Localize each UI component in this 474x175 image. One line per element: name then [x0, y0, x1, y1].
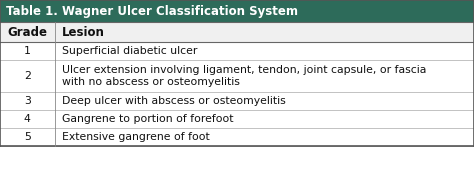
- Text: Ulcer extension involving ligament, tendon, joint capsule, or fascia
with no abs: Ulcer extension involving ligament, tend…: [62, 65, 426, 87]
- Bar: [0, 110, 474, 128]
- Bar: [0, 22, 474, 42]
- Text: Extensive gangrene of foot: Extensive gangrene of foot: [62, 132, 210, 142]
- Bar: [0, 128, 474, 146]
- Text: Table 1. Wagner Ulcer Classification System: Table 1. Wagner Ulcer Classification Sys…: [6, 5, 298, 18]
- Bar: [0, 60, 474, 92]
- Text: Deep ulcer with abscess or osteomyelitis: Deep ulcer with abscess or osteomyelitis: [62, 96, 285, 106]
- Text: Superficial diabetic ulcer: Superficial diabetic ulcer: [62, 46, 197, 56]
- Text: Lesion: Lesion: [62, 26, 104, 38]
- Bar: [0, 92, 474, 110]
- Text: 3: 3: [24, 96, 31, 106]
- Bar: [0, 0, 474, 22]
- Text: 5: 5: [24, 132, 31, 142]
- Text: 1: 1: [24, 46, 31, 56]
- Bar: [0, 42, 474, 60]
- Text: 2: 2: [24, 71, 31, 81]
- Text: 4: 4: [24, 114, 31, 124]
- Text: Gangrene to portion of forefoot: Gangrene to portion of forefoot: [62, 114, 233, 124]
- Text: Grade: Grade: [7, 26, 47, 38]
